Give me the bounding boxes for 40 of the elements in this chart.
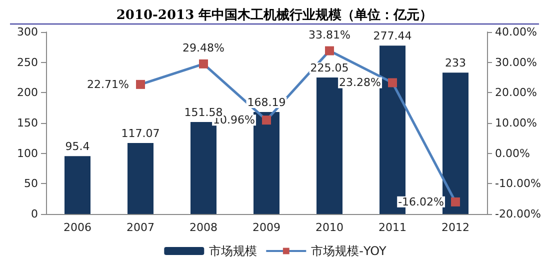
x-tick-label: 2010 xyxy=(316,221,344,234)
data-label: 22.71% xyxy=(87,78,129,91)
data-label: 95.4 xyxy=(65,140,90,154)
x-tick-label: 2008 xyxy=(190,221,218,234)
data-label: 33.81% xyxy=(308,28,350,42)
x-tick-label: 2009 xyxy=(252,221,280,234)
y-tick-label: 200 xyxy=(17,86,38,100)
y-tick-label: 0 xyxy=(31,208,38,220)
y2-tick-label: 40.00% xyxy=(495,26,537,38)
data-label: 277.44 xyxy=(373,30,412,43)
data-label: 168.19 xyxy=(247,96,286,109)
legend-label: 市场规模 xyxy=(209,244,258,258)
legend-label: 市场规模-YOY xyxy=(311,244,387,258)
y2-tick-label: 10.00% xyxy=(495,116,537,130)
data-label: 23.28% xyxy=(339,76,381,90)
chart-title: 2010-2013 年中国木工机械行业规模（单位：亿元） xyxy=(116,7,433,23)
data-label: 233 xyxy=(445,56,466,70)
y2-tick-label: -20.00% xyxy=(495,208,541,220)
data-label: 117.07 xyxy=(121,126,160,140)
x-tick-label: 2007 xyxy=(126,221,154,234)
x-tick-label: 2006 xyxy=(64,221,92,234)
y2-tick-label: 30.00% xyxy=(495,56,537,69)
x-tick-label: 2011 xyxy=(378,221,406,234)
y2-tick-label: 0.00% xyxy=(495,146,530,160)
data-label: 29.48% xyxy=(182,41,224,54)
bar xyxy=(128,142,154,214)
bar xyxy=(254,112,280,214)
y2-tick-label: -10.00% xyxy=(495,177,541,190)
y-tick-label: 150 xyxy=(17,116,38,130)
bar xyxy=(442,72,468,214)
data-label: 225.05 xyxy=(310,61,349,74)
y2-tick-label: 20.00% xyxy=(495,86,537,100)
y-tick-label: 100 xyxy=(17,146,38,160)
bar xyxy=(64,156,90,214)
y-tick-label: 50 xyxy=(24,177,38,190)
y-tick-label: 250 xyxy=(17,56,38,69)
x-tick-label: 2012 xyxy=(442,221,470,234)
bar xyxy=(190,122,216,214)
data-label: -16.02% xyxy=(398,195,444,208)
y-tick-label: 300 xyxy=(17,26,38,38)
